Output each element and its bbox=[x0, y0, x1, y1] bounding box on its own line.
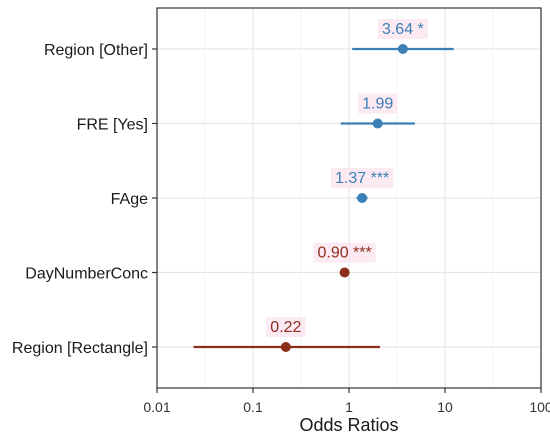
x-tick-label: 0.1 bbox=[243, 399, 263, 415]
estimate-label-background bbox=[313, 242, 376, 263]
major-gridlines bbox=[156, 8, 542, 388]
x-tick-label: 1 bbox=[345, 399, 353, 415]
category-labels: Region [Other] FRE [Yes] FAge DayNumberConc… bbox=[12, 42, 148, 357]
estimate-label-background bbox=[266, 317, 306, 338]
x-tick-label: 10 bbox=[437, 399, 453, 415]
estimate-label: 0.22 bbox=[270, 319, 301, 336]
estimate-label: 3.64 * bbox=[382, 21, 424, 38]
category-label: Region [Rectangle] bbox=[12, 340, 148, 357]
estimate-label: 0.90 *** bbox=[317, 245, 371, 262]
estimate-point bbox=[397, 43, 408, 54]
estimate-marks bbox=[193, 43, 454, 353]
estimate-label-background bbox=[330, 168, 394, 188]
estimate-label: 1.37 *** bbox=[335, 170, 389, 187]
x-axis-ticks: 0.01 0.1 1 10 100 bbox=[143, 388, 550, 415]
y-axis-ticks bbox=[152, 48, 157, 348]
estimate-label: 1.99 bbox=[362, 95, 393, 112]
category-label: DayNumberConc bbox=[25, 266, 148, 283]
x-axis-title: Odds Ratios bbox=[299, 415, 398, 435]
category-label: FAge bbox=[111, 191, 148, 208]
estimate-point bbox=[339, 267, 350, 278]
estimate-point bbox=[372, 118, 383, 129]
data-labels: 3.64 * 1.99 1.37 *** 0.90 *** 0.22 bbox=[270, 21, 423, 336]
data-label-backgrounds bbox=[266, 18, 428, 338]
estimate-label-background bbox=[377, 18, 428, 39]
x-tick-label: 0.01 bbox=[143, 399, 170, 415]
category-label: FRE [Yes] bbox=[77, 116, 148, 133]
estimate-label-background bbox=[358, 93, 398, 114]
estimate-point bbox=[280, 342, 291, 353]
category-label: Region [Other] bbox=[44, 42, 148, 59]
x-tick-label: 100 bbox=[529, 399, 550, 415]
estimate-point bbox=[357, 193, 368, 203]
